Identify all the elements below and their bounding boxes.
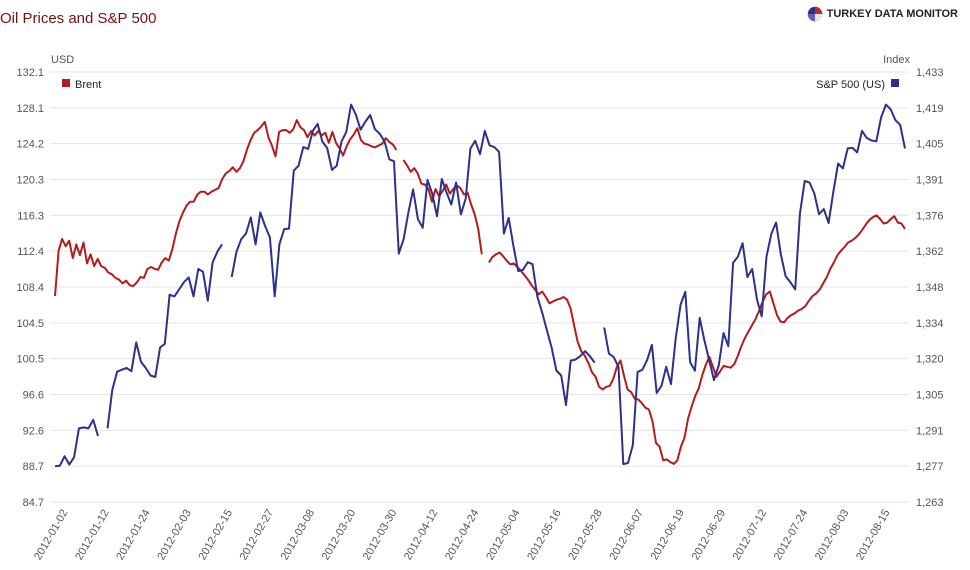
left-tick-label: 96.6 — [23, 390, 44, 402]
right-tick-label: 1,419 — [916, 103, 944, 115]
x-tick-label: 2012-06-29 — [690, 508, 729, 563]
x-axis-ticks: 2012-01-02 2012-01-12 2012-01-24 2012-02-03… — [32, 508, 893, 563]
right-axis-ticks: 1,263 1,277 1,291 1,305 1,320 1,334 1,348 1,362… — [916, 67, 944, 509]
x-tick-label: 2012-03-30 — [361, 508, 400, 563]
x-tick-label: 2012-03-08 — [279, 508, 318, 563]
left-tick-label: 120.3 — [16, 175, 44, 187]
gridlines — [50, 71, 908, 503]
x-tick-label: 2012-08-03 — [813, 508, 852, 563]
series-line-sp500[interactable] — [54, 103, 906, 468]
x-tick-label: 2012-06-19 — [649, 508, 688, 563]
right-tick-label: 1,291 — [916, 425, 944, 437]
left-tick-label: 104.5 — [16, 318, 44, 330]
x-tick-label: 2012-02-03 — [155, 508, 194, 563]
x-tick-label: 2012-07-24 — [772, 508, 811, 563]
x-tick-label: 2012-01-24 — [114, 508, 153, 563]
x-tick-label: 2012-05-04 — [484, 508, 523, 563]
legend-swatch-brent — [62, 79, 70, 87]
right-tick-label: 1,320 — [916, 354, 944, 366]
series-lines — [54, 103, 906, 468]
left-tick-label: 116.3 — [17, 210, 44, 222]
right-tick-label: 1,263 — [916, 497, 944, 509]
x-tick-label: 2012-04-24 — [443, 508, 482, 563]
brand-logo[interactable]: TURKEY DATA MONITOR — [807, 6, 958, 22]
series-line-brent[interactable] — [54, 119, 906, 465]
right-tick-label: 1,405 — [916, 139, 944, 151]
x-tick-label: 2012-01-12 — [73, 508, 112, 563]
right-tick-label: 1,376 — [916, 210, 944, 222]
x-tick-label: 2012-08-15 — [854, 508, 893, 563]
left-tick-label: 124.2 — [16, 139, 44, 151]
right-tick-label: 1,334 — [916, 318, 944, 330]
legend-swatch-sp500 — [891, 79, 899, 87]
legend-label-sp500: S&P 500 (US) — [816, 79, 885, 91]
left-axis-ticks: 84.7 88.7 92.6 96.6 100.5 104.5 108.4 112.4 116.… — [16, 67, 44, 509]
x-tick-label: 2012-05-16 — [525, 508, 564, 563]
right-tick-label: 1,348 — [916, 282, 944, 294]
legend-sp500[interactable]: S&P 500 (US) — [816, 79, 899, 91]
left-tick-label: 100.5 — [16, 354, 44, 366]
right-tick-label: 1,433 — [916, 67, 944, 79]
x-tick-label: 2012-02-15 — [196, 508, 235, 563]
legend-brent[interactable]: Brent — [62, 79, 101, 91]
right-axis-label: Index — [883, 54, 910, 66]
left-axis-label: USD — [51, 54, 74, 66]
x-tick-label: 2012-03-20 — [320, 508, 359, 563]
left-tick-label: 84.7 — [23, 497, 44, 509]
x-tick-label: 2012-07-12 — [731, 508, 770, 563]
right-tick-label: 1,362 — [916, 246, 944, 258]
left-tick-label: 108.4 — [16, 282, 44, 294]
x-tick-label: 2012-04-12 — [402, 508, 441, 563]
x-tick-label: 2012-05-28 — [566, 508, 605, 563]
chart-title: Oil Prices and S&P 500 — [0, 10, 157, 27]
x-tick-label: 2012-01-02 — [32, 508, 71, 563]
brand-name: TURKEY DATA MONITOR — [826, 8, 958, 20]
x-tick-label: 2012-02-27 — [238, 508, 277, 563]
left-tick-label: 88.7 — [23, 461, 44, 473]
right-tick-label: 1,391 — [916, 175, 944, 187]
left-tick-label: 132.1 — [16, 67, 44, 79]
pie-globe-icon — [807, 6, 822, 22]
right-tick-label: 1,277 — [916, 461, 944, 473]
legend-label-brent: Brent — [75, 79, 101, 91]
right-tick-label: 1,305 — [916, 390, 944, 402]
left-tick-label: 128.1 — [16, 103, 44, 115]
x-tick-label: 2012-06-07 — [607, 508, 646, 563]
left-tick-label: 92.6 — [23, 425, 44, 437]
left-tick-label: 112.4 — [17, 246, 44, 258]
